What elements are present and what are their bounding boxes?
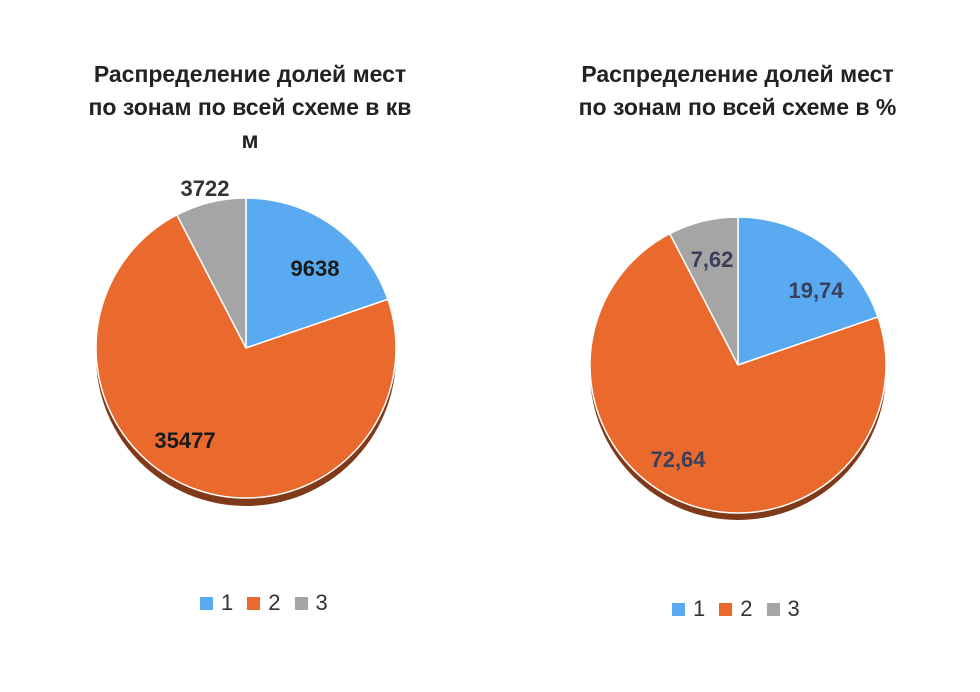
pie-data-label: 7,62 [691, 247, 734, 272]
pie-data-label: 72,64 [650, 447, 706, 472]
pie-data-label: 3722 [181, 176, 230, 201]
legend-label: 3 [315, 590, 328, 615]
pie-chart: 19,74 72,64 7,62 [589, 216, 887, 520]
legend: 1 2 3 [200, 590, 342, 616]
pie-slice-3 [668, 216, 739, 366]
chart-title-line: по зонам по всей схеме в % [578, 94, 897, 120]
legend-item: 1 [672, 596, 705, 622]
pie-slice-1 [245, 197, 389, 350]
pie-data-label: 9638 [291, 256, 340, 281]
legend-label: 1 [693, 596, 706, 621]
pie-slice-1 [737, 216, 879, 367]
legend-label: 3 [787, 596, 800, 621]
legend-item: 2 [247, 590, 281, 616]
legend-swatch [719, 602, 733, 616]
legend-swatch [766, 602, 780, 616]
legend-item: 1 [200, 590, 233, 616]
chart-title-line: Распределение долей мест [581, 61, 894, 87]
chart-sq-m: Распределение долей мест по зонам по все… [80, 58, 420, 616]
legend-item: 3 [766, 596, 800, 622]
chart-title-line: по зонам по всей схеме в кв [88, 94, 412, 120]
legend-swatch [200, 596, 213, 610]
legend-swatch [294, 596, 308, 610]
chart-title-line: Распределение долей мест [93, 61, 407, 87]
legend-item: 3 [294, 590, 328, 616]
chart-percent: Распределение долей мест по зонам по все… [490, 0, 980, 692]
legend-label: 1 [221, 590, 234, 615]
pie-data-label: 35477 [154, 428, 215, 453]
legend: 1 2 3 [672, 596, 814, 622]
pie-slice-2 [95, 213, 397, 499]
legend-swatch [672, 602, 685, 616]
legend-label: 2 [740, 596, 753, 621]
legend-item: 2 [719, 596, 753, 622]
pie-chart: 9638 35477 3722 [95, 176, 397, 506]
legend-swatch [247, 596, 261, 610]
chart-title: Распределение долей мест по зонам по все… [550, 58, 925, 124]
chart-title-line: м [241, 127, 259, 153]
legend-label: 2 [268, 590, 281, 615]
pie-data-label: 19,74 [788, 278, 844, 303]
chart-title: Распределение долей мест по зонам по все… [80, 58, 420, 157]
pie-slice-3 [175, 197, 247, 349]
pie-slice-2 [589, 232, 887, 514]
